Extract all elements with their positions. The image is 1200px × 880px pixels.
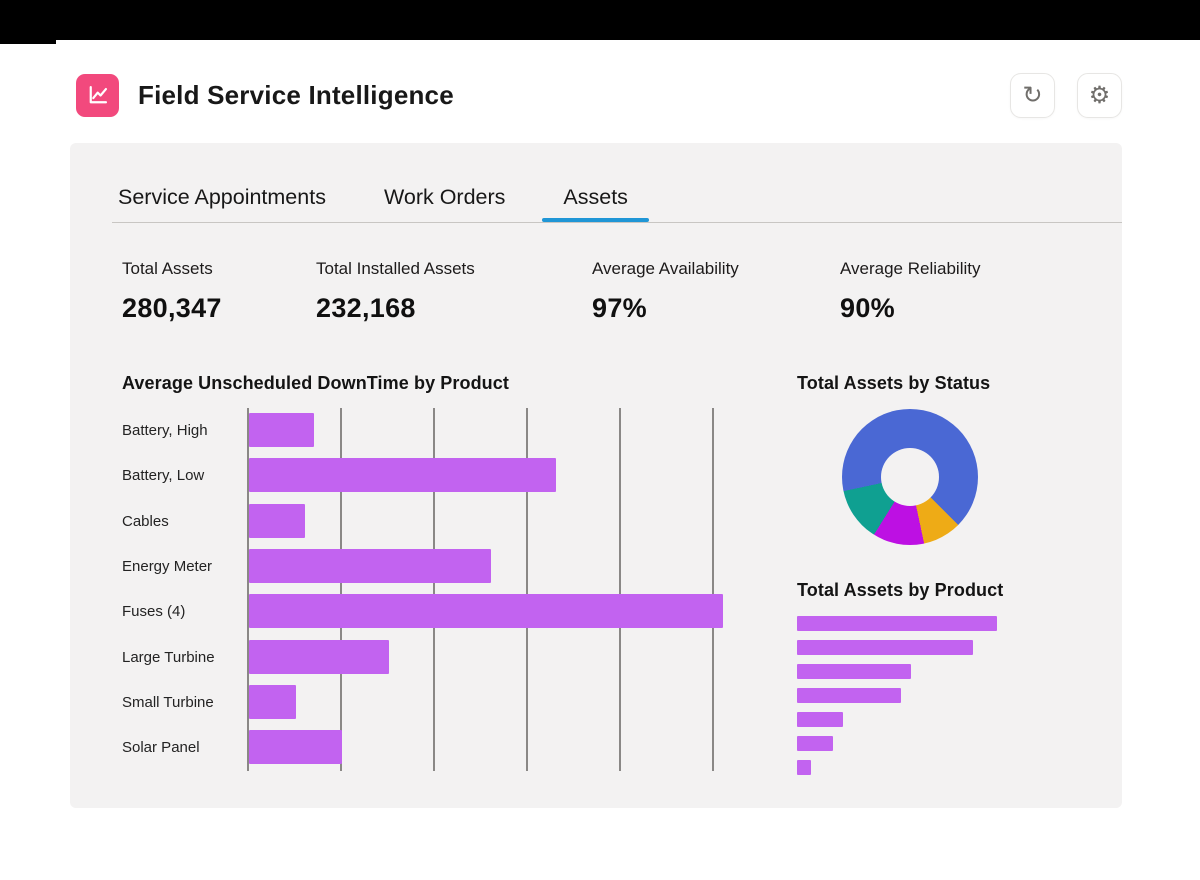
category-label: Solar Panel xyxy=(122,739,200,757)
category-label: Fuses (4) xyxy=(122,603,186,621)
gridline xyxy=(619,408,621,771)
gridline xyxy=(526,408,528,771)
category-label: Cables xyxy=(122,512,169,530)
gridline xyxy=(340,408,342,771)
kpi-value: 90% xyxy=(840,293,895,323)
kpi-total-installed-assets: Total Installed Assets 232,168 xyxy=(316,259,592,324)
product-bars xyxy=(797,616,1003,775)
app-header: Field Service Intelligence ↻ ⚙ xyxy=(76,72,1122,118)
category-label: Battery, High xyxy=(122,422,208,440)
downtime-bar[interactable] xyxy=(249,503,305,538)
tab-assets[interactable]: Assets xyxy=(542,185,649,222)
top-bar xyxy=(0,0,1200,40)
downtime-bar[interactable] xyxy=(249,413,314,447)
tab-work-orders[interactable]: Work Orders xyxy=(383,185,506,209)
category-label: Energy Meter xyxy=(122,558,213,576)
downtime-chart: Average Unscheduled DownTime by Product … xyxy=(122,373,728,771)
kpi-label: Average Reliability xyxy=(840,259,981,278)
kpi-total-assets: Total Assets 280,347 xyxy=(122,259,316,324)
refresh-icon: ↻ xyxy=(1022,81,1043,109)
line-chart-icon xyxy=(76,73,119,117)
dashboard-card: Service Appointments Work Orders Assets … xyxy=(70,143,1122,808)
gridline xyxy=(712,408,714,771)
downtime-bar[interactable] xyxy=(249,458,556,493)
downtime-bar[interactable] xyxy=(249,594,723,629)
kpi-label: Total Assets xyxy=(122,259,213,278)
page-title: Field Service Intelligence xyxy=(138,79,454,110)
product-bar[interactable] xyxy=(797,664,911,679)
gridline xyxy=(247,408,249,771)
gear-icon: ⚙ xyxy=(1088,81,1111,109)
product-chart-title: Total Assets by Product xyxy=(797,580,1004,600)
product-bar[interactable] xyxy=(797,688,901,703)
product-bar[interactable] xyxy=(797,712,843,727)
status-chart-title: Total Assets by Status xyxy=(797,373,991,393)
kpi-average-reliability: Average Reliability 90% xyxy=(840,259,980,324)
downtime-labels: Battery, High Battery, Low Cables Energy Me… xyxy=(122,408,247,771)
status-donut[interactable] xyxy=(842,409,978,545)
downtime-bar[interactable] xyxy=(249,639,389,674)
downtime-bar[interactable] xyxy=(249,684,296,719)
product-bar[interactable] xyxy=(797,640,973,655)
kpi-value: 97% xyxy=(592,293,647,323)
category-label: Small Turbine xyxy=(122,693,214,711)
status-chart: Total Assets by Status xyxy=(797,373,990,545)
downtime-chart-body: Battery, High Battery, Low Cables Energy Me… xyxy=(122,408,728,771)
product-chart: Total Assets by Product xyxy=(797,580,1003,784)
kpi-row: Total Assets 280,347 Total Installed Ass… xyxy=(122,259,980,324)
gridline xyxy=(433,408,435,771)
downtime-plot xyxy=(247,408,728,771)
kpi-label: Average Availability xyxy=(592,259,739,278)
tab-service-appointments[interactable]: Service Appointments xyxy=(118,185,326,209)
top-bar-notch xyxy=(0,40,56,44)
downtime-chart-title: Average Unscheduled DownTime by Product xyxy=(122,373,509,393)
kpi-value: 280,347 xyxy=(122,293,222,323)
product-bar[interactable] xyxy=(797,616,997,631)
downtime-bar[interactable] xyxy=(249,730,342,765)
product-bar[interactable] xyxy=(797,736,833,751)
product-bar[interactable] xyxy=(797,760,811,775)
category-label: Battery, Low xyxy=(122,467,205,485)
settings-button[interactable]: ⚙ xyxy=(1077,72,1122,118)
category-label: Large Turbine xyxy=(122,648,215,666)
downtime-bar[interactable] xyxy=(249,548,491,583)
kpi-label: Total Installed Assets xyxy=(316,259,475,278)
kpi-average-availability: Average Availability 97% xyxy=(592,259,840,324)
refresh-button[interactable]: ↻ xyxy=(1010,72,1055,118)
header-buttons: ↻ ⚙ xyxy=(1010,72,1122,118)
kpi-value: 232,168 xyxy=(316,293,416,323)
tab-bar: Service Appointments Work Orders Assets xyxy=(112,185,1122,223)
